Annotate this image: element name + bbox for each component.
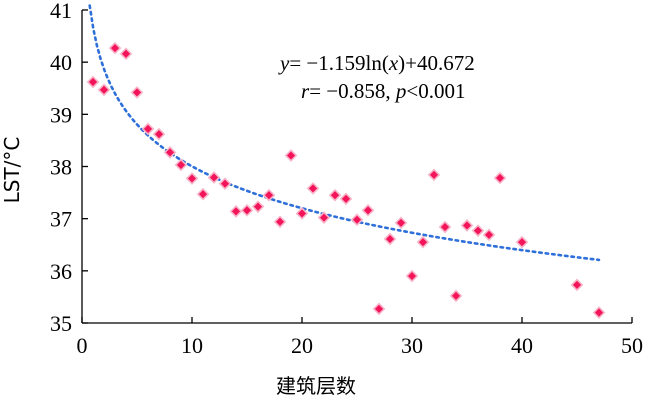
regression-stats: r= −0.858, p<0.001	[301, 79, 465, 103]
data-point	[328, 188, 342, 202]
data-point	[185, 172, 199, 185]
data-point	[284, 149, 298, 162]
data-point	[97, 83, 111, 97]
data-point	[306, 182, 320, 195]
axis-ticks: 0 10 20 30 40 50 35 36 37 38 39 40 41	[50, 0, 643, 358]
data-point	[163, 146, 177, 159]
y-tick-label: 40	[50, 50, 72, 75]
data-point	[119, 47, 133, 61]
data-point	[207, 171, 221, 184]
y-tick-label: 38	[50, 155, 72, 180]
stats-r-var: r	[301, 79, 310, 103]
data-point	[427, 168, 441, 182]
data-point	[108, 41, 122, 55]
data-point	[383, 232, 397, 246]
data-point	[438, 220, 452, 234]
data-point	[394, 216, 408, 230]
data-point	[273, 215, 287, 229]
data-point	[130, 86, 144, 99]
x-tick-label: 0	[77, 333, 88, 358]
log-trendline	[88, 4, 601, 262]
data-point	[471, 224, 485, 237]
data-point	[86, 75, 100, 89]
data-point	[251, 200, 265, 213]
data-points	[86, 41, 606, 319]
data-point	[361, 203, 375, 217]
trendline-layer	[88, 4, 601, 262]
data-point	[460, 219, 474, 232]
equation-y-var: y	[278, 51, 290, 75]
data-point	[196, 187, 210, 201]
y-tick-label: 37	[50, 207, 72, 232]
x-tick-label: 20	[291, 333, 313, 358]
data-point	[317, 211, 331, 224]
data-point	[449, 289, 463, 303]
data-point	[141, 122, 155, 136]
data-point	[262, 188, 276, 202]
equation-x-var: x	[388, 51, 399, 75]
x-tick-label: 40	[511, 333, 533, 358]
stats-p-var: p	[394, 79, 407, 103]
data-point	[339, 192, 353, 206]
data-point	[493, 171, 507, 185]
data-point	[416, 235, 430, 249]
data-point	[592, 306, 606, 319]
y-tick-label: 39	[50, 102, 72, 127]
data-point	[295, 207, 309, 220]
regression-equation: y= −1.159ln(x)+40.672	[278, 51, 475, 75]
equation-part-2: )+40.672	[398, 51, 475, 75]
stats-part-1: = −0.858,	[309, 79, 396, 103]
y-tick-label: 35	[50, 311, 72, 336]
x-axis-title: 建筑层数	[276, 374, 356, 398]
data-point	[152, 127, 166, 141]
x-tick-label: 30	[401, 333, 423, 358]
data-point	[482, 228, 496, 242]
y-tick-label: 41	[50, 0, 72, 23]
stats-part-2: <0.001	[406, 79, 465, 103]
data-point	[405, 269, 419, 283]
data-point	[570, 278, 584, 292]
data-point	[229, 205, 243, 218]
x-tick-label: 50	[621, 333, 643, 358]
x-tick-label: 10	[181, 333, 203, 358]
data-point	[372, 302, 386, 316]
data-point	[350, 213, 364, 227]
y-tick-label: 36	[50, 259, 72, 284]
data-point	[515, 235, 529, 249]
data-point	[174, 158, 188, 172]
data-point	[240, 203, 254, 217]
equation-part-1: = −1.159ln(	[289, 51, 389, 75]
data-point	[218, 177, 232, 191]
y-axis-title: LST/°C	[0, 137, 24, 204]
